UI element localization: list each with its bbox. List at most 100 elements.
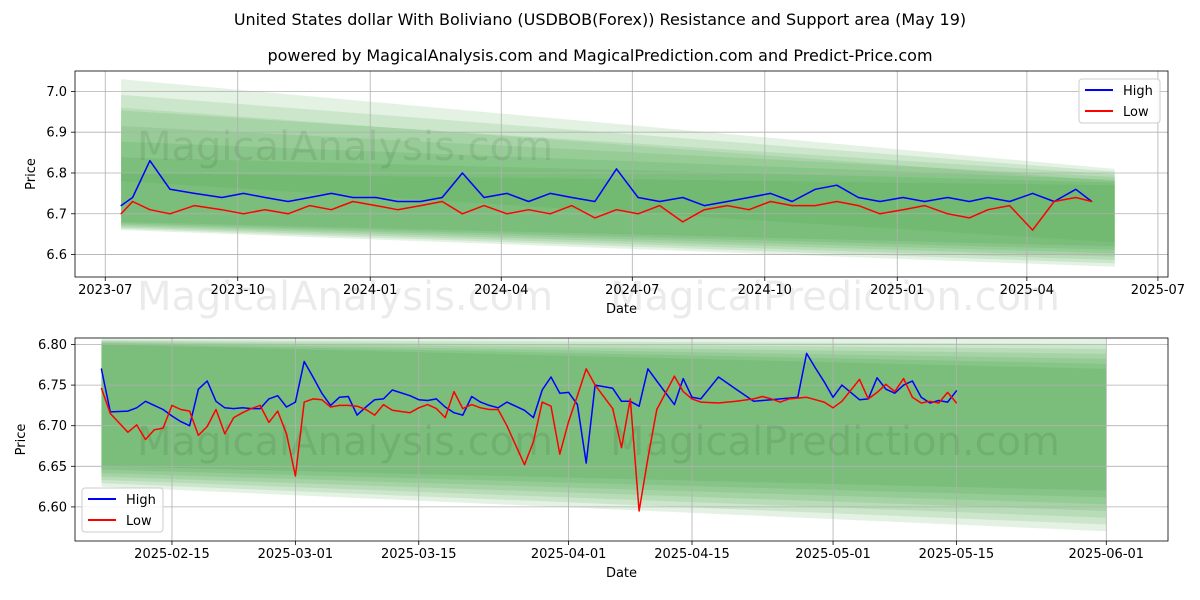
- data-point-low: [806, 396, 808, 398]
- data-point-low: [144, 438, 147, 441]
- watermark-text: MagicalPrediction.com: [610, 419, 1060, 465]
- data-point-high: [188, 425, 191, 427]
- data-point-low: [947, 213, 949, 215]
- data-point-low: [576, 395, 579, 397]
- data-point-low: [193, 205, 196, 207]
- data-point-low: [779, 401, 781, 403]
- data-point-low: [264, 209, 266, 211]
- data-point-high: [823, 381, 825, 383]
- data-point-high: [303, 360, 305, 363]
- data-point-high: [418, 399, 420, 401]
- data-point-high: [779, 398, 781, 400]
- data-point-low: [541, 401, 543, 403]
- data-point-low: [857, 205, 859, 207]
- data-point-high: [717, 376, 720, 378]
- data-point-high: [162, 408, 164, 411]
- data-point-high: [338, 396, 341, 398]
- data-point-low: [748, 209, 750, 211]
- data-point-high: [532, 416, 534, 419]
- data-point-high: [277, 395, 279, 397]
- data-point-low: [374, 414, 376, 416]
- data-point-high: [955, 390, 958, 392]
- data-point-high: [615, 168, 618, 170]
- data-point-low: [532, 441, 534, 443]
- data-point-high: [206, 380, 208, 382]
- y-tick-label: 7.0: [46, 85, 67, 100]
- data-point-low: [162, 427, 164, 429]
- data-point-high: [559, 392, 561, 394]
- data-point-low: [250, 408, 252, 410]
- data-point-low: [453, 390, 455, 393]
- support-resistance-band: [121, 141, 1115, 254]
- x-tick-label: 2023-10: [211, 283, 265, 298]
- data-point-low: [1075, 196, 1077, 199]
- data-point-low: [215, 408, 217, 411]
- data-point-high: [321, 392, 323, 394]
- data-point-high: [836, 184, 838, 186]
- x-tick-label: 2025-06-01: [1069, 547, 1145, 562]
- data-point-high: [911, 380, 913, 382]
- support-resistance-band: [101, 343, 1107, 498]
- data-point-low: [321, 399, 323, 401]
- y-tick-label: 6.6: [46, 248, 67, 263]
- data-point-high: [761, 399, 764, 402]
- x-tick-label: 2025-04-15: [654, 547, 730, 562]
- data-point-low: [691, 398, 693, 400]
- data-point-high: [858, 399, 861, 401]
- watermark-text: MagicalAnalysis.com: [137, 274, 553, 320]
- data-point-low: [277, 410, 279, 412]
- data-point-high: [748, 196, 750, 199]
- data-point-low: [171, 404, 173, 406]
- data-point-low: [879, 213, 881, 215]
- support-resistance-band: [101, 344, 1107, 491]
- data-point-low: [206, 425, 208, 428]
- data-point-low: [153, 429, 155, 431]
- data-point-low: [309, 205, 311, 207]
- data-point-low: [726, 205, 728, 207]
- y-tick-label: 6.8: [46, 166, 67, 181]
- data-point-low: [338, 404, 341, 406]
- y-tick-label: 6.60: [38, 500, 67, 515]
- data-point-high: [264, 196, 266, 199]
- series-line-low: [120, 196, 1092, 231]
- data-point-high: [620, 400, 623, 402]
- data-point-low: [549, 213, 551, 215]
- data-point-high: [571, 196, 573, 199]
- x-tick-label: 2024-04: [474, 283, 528, 298]
- data-point-high: [814, 367, 817, 369]
- data-point-low: [435, 408, 437, 410]
- data-point-low: [471, 403, 473, 406]
- data-point-high: [832, 396, 834, 398]
- data-point-high: [483, 196, 485, 199]
- data-point-high: [726, 200, 728, 203]
- data-point-low: [221, 209, 223, 211]
- data-point-high: [241, 407, 244, 409]
- chart-title: United States dollar With Boliviano (USD…: [233, 10, 967, 29]
- data-point-low: [506, 425, 508, 427]
- chart-subtitle: powered by MagicalAnalysis.com and Magic…: [267, 46, 933, 65]
- data-point-high: [682, 196, 684, 199]
- data-point-high: [127, 410, 129, 412]
- data-point-low: [753, 398, 755, 400]
- data-point-high: [987, 196, 989, 199]
- data-point-low: [594, 217, 596, 219]
- data-point-low: [149, 209, 151, 211]
- data-point-low: [791, 205, 793, 207]
- data-point-high: [576, 403, 579, 406]
- data-point-low: [259, 404, 261, 406]
- data-point-low: [180, 408, 182, 411]
- support-resistance-band: [121, 94, 1115, 264]
- data-point-low: [188, 410, 191, 412]
- data-point-low: [920, 402, 922, 404]
- data-point-low: [703, 209, 705, 211]
- data-point-high: [612, 387, 614, 389]
- data-point-high: [268, 398, 270, 400]
- data-point-high: [523, 409, 526, 411]
- data-point-high: [876, 377, 878, 379]
- data-point-low: [550, 405, 552, 407]
- data-point-high: [347, 395, 349, 398]
- support-resistance-band: [121, 110, 1115, 261]
- plot-area: MagicalAnalysis.com MagicalPrediction.com: [75, 71, 1168, 277]
- data-point-high: [153, 404, 155, 406]
- y-tick-label: 6.7: [46, 207, 67, 222]
